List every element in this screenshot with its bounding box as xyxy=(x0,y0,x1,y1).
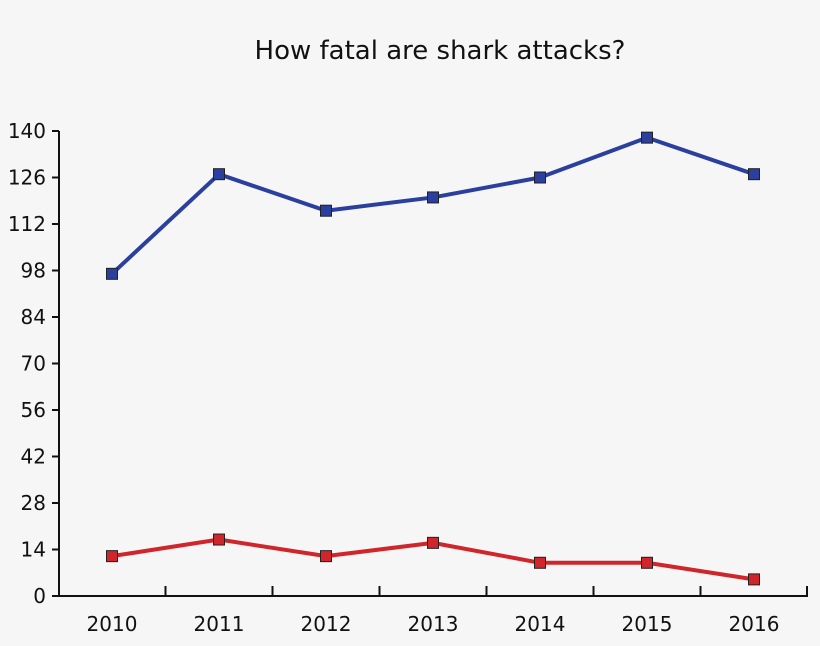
y-tick-label: 56 xyxy=(21,398,46,422)
x-tick-label: 2016 xyxy=(729,612,780,636)
y-tick-label: 28 xyxy=(21,491,46,515)
chart-title: How fatal are shark attacks? xyxy=(254,36,626,66)
x-tick-label: 2014 xyxy=(515,612,566,636)
y-tick-label: 42 xyxy=(21,445,46,469)
data-point xyxy=(748,573,760,586)
y-tick-label: 84 xyxy=(21,305,46,329)
data-point xyxy=(320,204,332,217)
x-tick-label: 2015 xyxy=(622,612,673,636)
x-tick-label: 2011 xyxy=(194,612,245,636)
data-point xyxy=(427,536,439,549)
y-tick-label: 98 xyxy=(21,259,46,283)
data-point xyxy=(534,556,546,569)
y-tick-label: 112 xyxy=(8,212,46,236)
data-point xyxy=(641,131,653,144)
y-tick-label: 70 xyxy=(21,352,46,376)
data-point xyxy=(641,556,653,569)
data-point xyxy=(106,550,118,563)
data-point xyxy=(427,191,439,204)
x-tick-label: 2013 xyxy=(408,612,459,636)
x-tick-label: 2012 xyxy=(301,612,352,636)
data-point xyxy=(748,168,760,181)
x-tick-label: 2010 xyxy=(87,612,138,636)
series-line xyxy=(110,135,755,276)
data-point xyxy=(534,171,546,184)
data-point xyxy=(213,168,225,181)
data-point xyxy=(320,550,332,563)
y-tick-label: 126 xyxy=(8,166,46,190)
y-tick-label: 140 xyxy=(8,119,46,143)
data-point xyxy=(213,533,225,546)
y-tick-label: 0 xyxy=(33,584,46,608)
y-tick-label: 14 xyxy=(21,538,46,562)
data-point xyxy=(106,267,118,280)
